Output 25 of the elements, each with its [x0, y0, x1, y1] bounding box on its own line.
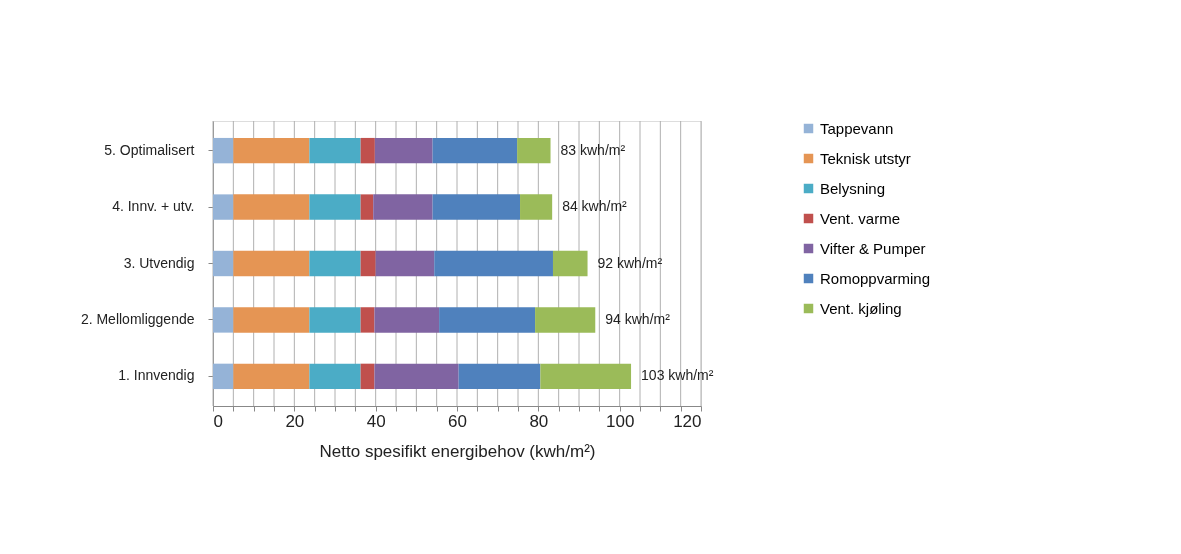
- total-label: 83 kwh/m²: [560, 141, 626, 158]
- x-tick-label: 80: [529, 411, 549, 431]
- x-tick-label: 120: [673, 411, 702, 431]
- x-tick-label: 40: [366, 411, 386, 431]
- y-tick-label: 5. Optimalisert: [104, 141, 195, 158]
- y-tick-label: 1. Innvendig: [118, 367, 195, 384]
- legend-label: Vent. kjøling: [820, 299, 902, 317]
- x-axis-title: Netto spesifikt energibehov (kwh/m²): [319, 441, 596, 461]
- y-tick-label: 4. Innv. + utv.: [112, 198, 195, 215]
- legend-label: Vifter & Pumper: [820, 239, 926, 257]
- legend-label: Belysning: [820, 179, 886, 197]
- x-tick-label: 100: [605, 411, 635, 431]
- legend-label: Tappevann: [820, 119, 894, 137]
- legend-label: Vent. varme: [820, 209, 901, 227]
- total-label: 84 kwh/m²: [562, 198, 628, 215]
- total-label: 92 kwh/m²: [597, 254, 663, 271]
- x-tick-label: 0: [213, 411, 223, 431]
- total-label: 94 kwh/m²: [605, 310, 671, 327]
- total-label: 103 kwh/m²: [641, 367, 714, 384]
- x-tick-label: 60: [448, 411, 467, 431]
- y-tick-label: 3. Utvendig: [123, 254, 195, 271]
- legend-label: Romoppvarming: [820, 269, 931, 287]
- y-tick-label: 2. Mellomliggende: [80, 310, 195, 327]
- legend-label: Teknisk utstyr: [820, 149, 911, 167]
- x-tick-label: 20: [285, 411, 305, 431]
